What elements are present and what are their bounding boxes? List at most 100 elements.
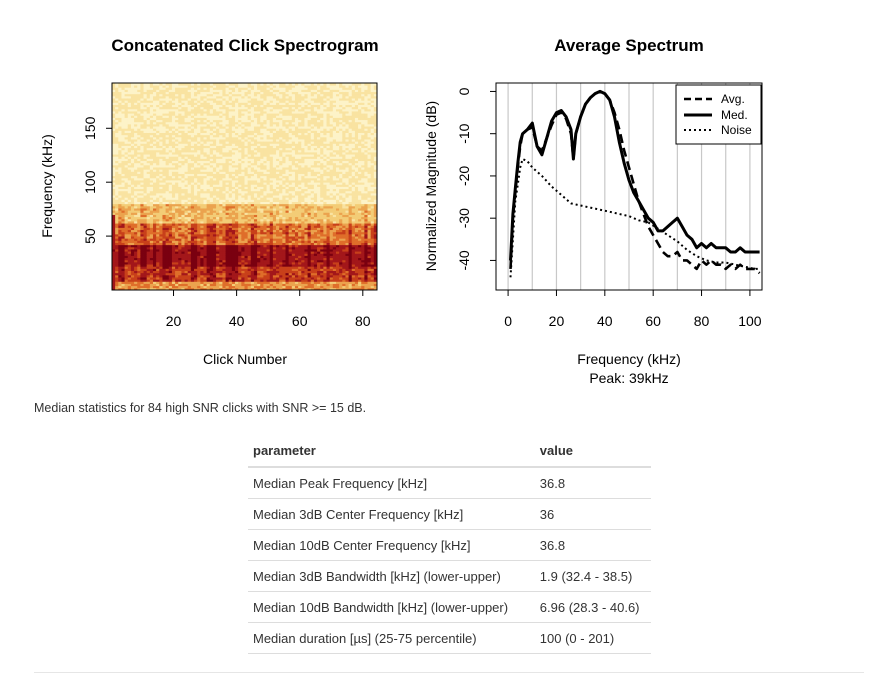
heatmap-cell xyxy=(250,83,255,86)
heatmap-cell xyxy=(165,83,170,86)
heatmap-cell xyxy=(260,205,264,209)
heatmap-cell xyxy=(266,121,271,125)
heatmap-cell xyxy=(165,197,170,200)
heatmap-cell xyxy=(121,212,126,215)
heatmap-cell xyxy=(263,255,267,259)
heatmap-cell xyxy=(134,229,138,233)
heatmap-cell xyxy=(238,255,242,259)
heatmap-cell xyxy=(225,123,230,127)
heatmap-cell xyxy=(197,147,201,151)
heatmap-cell xyxy=(194,149,198,153)
heatmap-cell xyxy=(231,195,236,198)
heatmap-cell xyxy=(153,272,157,276)
heatmap-cell xyxy=(140,208,144,211)
heatmap-cell xyxy=(130,100,135,103)
heatmap-cell xyxy=(130,177,135,181)
heatmap-cell xyxy=(244,259,249,263)
heatmap-cell xyxy=(178,210,182,213)
heatmap-cell xyxy=(225,285,230,289)
heatmap-cell xyxy=(159,259,163,263)
heatmap-cell xyxy=(187,160,192,164)
heatmap-cell xyxy=(112,93,116,97)
heatmap-cell xyxy=(178,197,182,200)
heatmap-cell xyxy=(171,197,176,200)
heatmap-cell xyxy=(184,188,189,192)
heatmap-cell xyxy=(244,136,249,140)
heatmap-cell xyxy=(146,201,151,205)
heatmap-cell xyxy=(212,85,217,88)
heatmap-cell xyxy=(200,195,204,198)
heatmap-cell xyxy=(137,173,141,177)
heatmap-cell xyxy=(134,261,138,265)
heatmap-cell xyxy=(124,158,129,162)
heatmap-cell xyxy=(181,115,185,118)
heatmap-cell xyxy=(159,89,163,93)
heatmap-cell xyxy=(146,199,151,202)
heatmap-cell xyxy=(209,89,214,93)
heatmap-cell xyxy=(203,210,208,213)
heatmap-cell xyxy=(124,199,129,202)
heatmap-cell xyxy=(140,106,144,110)
heatmap-cell xyxy=(260,216,264,220)
heatmap-cell xyxy=(212,240,217,243)
heatmap-cell xyxy=(171,93,176,97)
heatmap-cell xyxy=(269,83,274,86)
heatmap-cell xyxy=(115,164,119,168)
heatmap-cell xyxy=(272,236,277,239)
heatmap-cell xyxy=(137,89,141,93)
heatmap-cell xyxy=(159,134,163,138)
heatmap-cell xyxy=(222,164,226,168)
heatmap-cell xyxy=(153,100,157,103)
heatmap-cell xyxy=(219,180,223,183)
heatmap-cell xyxy=(244,246,249,250)
heatmap-cell xyxy=(137,113,141,116)
heatmap-cell xyxy=(118,91,122,95)
heatmap-cell xyxy=(238,89,242,93)
heatmap-cell xyxy=(121,195,126,198)
heatmap-cell xyxy=(190,208,195,211)
heatmap-cell xyxy=(194,210,198,213)
heatmap-cell xyxy=(263,208,267,211)
heatmap-cell xyxy=(197,238,201,241)
heatmap-cell xyxy=(272,145,277,149)
heatmap-cell xyxy=(225,145,230,149)
heatmap-cell xyxy=(250,141,255,144)
heatmap-cell xyxy=(209,253,214,256)
heatmap-cell xyxy=(153,164,157,168)
heatmap-cell xyxy=(137,91,141,95)
heatmap-cell xyxy=(228,277,233,280)
heatmap-cell xyxy=(247,83,252,86)
heatmap-cell xyxy=(247,111,252,114)
heatmap-cell xyxy=(200,201,204,205)
heatmap-cell xyxy=(168,93,173,97)
heatmap-cell xyxy=(253,285,258,289)
heatmap-cell xyxy=(153,102,157,105)
heatmap-cell xyxy=(269,266,274,269)
heatmap-cell xyxy=(257,283,261,287)
heatmap-cell xyxy=(124,173,129,177)
heatmap-cell xyxy=(219,192,223,196)
heatmap-cell xyxy=(250,149,255,153)
heatmap-cell xyxy=(156,249,160,252)
heatmap-cell xyxy=(165,106,170,110)
heatmap-cell xyxy=(165,188,170,192)
heatmap-cell xyxy=(266,283,271,287)
heatmap-cell xyxy=(146,106,151,110)
heatmap-cell xyxy=(149,160,154,164)
heatmap-cell xyxy=(206,162,211,166)
heatmap-cell xyxy=(241,255,245,259)
heatmap-cell xyxy=(162,190,167,194)
heatmap-cell xyxy=(235,154,239,157)
heatmap-cell xyxy=(200,115,204,118)
heatmap-cell xyxy=(212,102,217,105)
heatmap-cell xyxy=(250,102,255,105)
heatmap-cell xyxy=(143,121,148,125)
heatmap-cell xyxy=(269,281,274,284)
heatmap-cell xyxy=(162,102,167,105)
heatmap-cell xyxy=(241,119,245,123)
heatmap-cell xyxy=(190,145,195,149)
heatmap-cell xyxy=(225,253,230,256)
heatmap-cell xyxy=(134,192,138,196)
heatmap-cell xyxy=(159,221,163,224)
heatmap-cell xyxy=(197,281,201,284)
